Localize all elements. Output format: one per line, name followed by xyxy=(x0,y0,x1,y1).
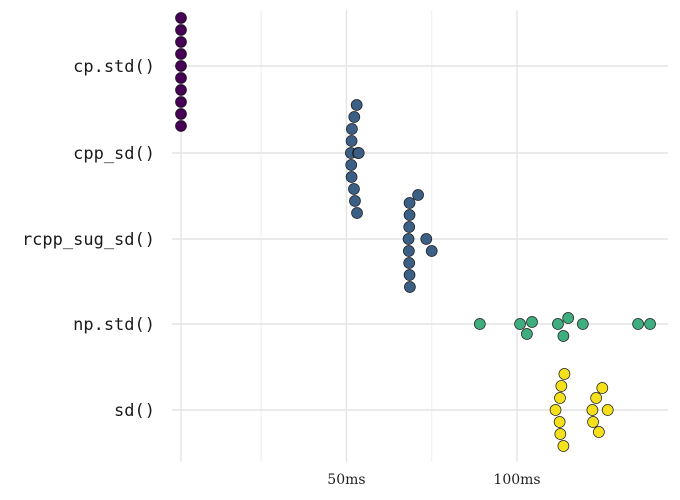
data-point xyxy=(348,111,361,123)
data-point xyxy=(175,108,187,120)
data-point xyxy=(175,84,187,96)
data-point xyxy=(558,368,571,380)
data-point xyxy=(555,380,568,392)
data-point xyxy=(554,428,567,440)
data-point xyxy=(348,183,360,195)
data-point xyxy=(345,135,358,147)
data-point xyxy=(175,96,187,108)
data-point xyxy=(557,440,570,452)
data-point xyxy=(412,189,424,201)
data-point xyxy=(553,416,566,428)
x-axis-tick-labels: 50ms 100ms xyxy=(327,472,540,488)
data-point xyxy=(403,209,416,221)
data-point xyxy=(403,257,416,269)
data-point xyxy=(552,318,564,330)
data-point xyxy=(601,404,614,416)
data-point xyxy=(345,159,358,171)
data-point xyxy=(526,316,538,328)
data-point xyxy=(596,382,609,394)
data-point xyxy=(345,171,358,183)
data-point xyxy=(521,328,533,340)
data-point xyxy=(403,245,415,257)
category-label: cp.std() xyxy=(73,57,155,77)
data-point xyxy=(175,60,187,72)
data-point xyxy=(587,416,599,428)
data-point xyxy=(554,392,566,404)
data-point xyxy=(549,404,562,416)
data-points xyxy=(175,12,656,452)
data-point xyxy=(351,207,363,219)
data-point xyxy=(593,426,605,438)
data-point xyxy=(349,195,361,207)
data-point xyxy=(514,318,526,330)
data-point xyxy=(175,36,187,48)
x-tick-label: 50ms xyxy=(327,472,365,488)
data-point xyxy=(175,120,187,132)
data-point xyxy=(644,318,656,330)
data-point xyxy=(562,312,575,324)
data-point xyxy=(402,233,415,245)
data-point xyxy=(425,245,438,257)
category-label: rcpp_sug_sd() xyxy=(22,230,155,250)
category-label: sd() xyxy=(114,401,155,421)
data-point xyxy=(350,99,363,111)
data-point xyxy=(632,318,644,330)
data-point xyxy=(576,318,589,330)
x-tick-label: 100ms xyxy=(493,472,540,488)
data-point xyxy=(352,147,365,159)
category-label: np.std() xyxy=(73,315,155,335)
data-point xyxy=(557,330,570,342)
data-point xyxy=(420,233,433,245)
data-point xyxy=(175,48,187,60)
category-label: cpp_sd() xyxy=(73,144,155,164)
data-point xyxy=(590,392,602,404)
data-point xyxy=(175,12,187,24)
data-point xyxy=(346,123,358,135)
data-point xyxy=(175,24,187,36)
data-point xyxy=(403,197,416,209)
data-point xyxy=(473,318,486,330)
category-labels: cp.std() cpp_sd() rcpp_sug_sd() np.std() sd(… xyxy=(22,57,155,421)
data-point xyxy=(586,404,599,416)
data-point xyxy=(403,269,416,281)
data-point xyxy=(403,221,416,233)
data-point xyxy=(175,72,187,84)
data-point xyxy=(404,281,416,293)
